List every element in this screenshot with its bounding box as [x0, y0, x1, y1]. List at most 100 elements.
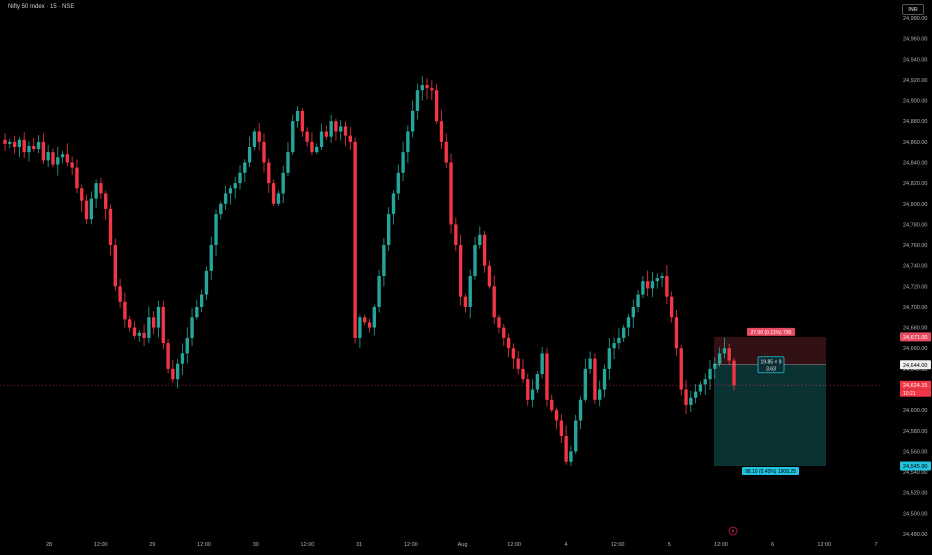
currency-button[interactable]: INR — [902, 4, 924, 15]
candle-body — [123, 301, 127, 320]
candle-body — [482, 234, 487, 266]
risk-reward-line-2: 3.63 — [766, 366, 776, 372]
candle-body — [108, 208, 113, 246]
candle — [713, 357, 717, 379]
x-tick-label: 12:00 — [714, 542, 728, 548]
y-tick-label: 24,920.00 — [903, 78, 927, 84]
candle-body — [703, 379, 707, 385]
candle-body — [75, 167, 79, 189]
x-tick-label: 12:00 — [197, 542, 211, 548]
candle-body — [693, 391, 698, 398]
candle — [243, 159, 247, 183]
candle — [674, 310, 679, 356]
lightning-icon[interactable] — [728, 526, 738, 536]
candle-body — [468, 276, 472, 307]
candle-body — [142, 332, 146, 338]
candle-body — [113, 245, 117, 287]
candle-body — [444, 141, 448, 163]
y-tick-label: 24,540.00 — [903, 470, 927, 476]
candle-body — [128, 319, 132, 328]
candle — [497, 314, 501, 334]
candle-body — [607, 348, 611, 369]
y-axis-panel[interactable] — [880, 0, 932, 550]
candle-body — [689, 397, 693, 405]
candle — [41, 133, 46, 164]
candle-body — [70, 162, 74, 168]
x-tick-label: 6 — [771, 542, 774, 548]
candle — [482, 230, 487, 273]
candle — [578, 396, 583, 430]
candle — [468, 269, 472, 319]
candle-body — [243, 162, 247, 173]
candle-body — [80, 188, 84, 201]
candle — [56, 146, 60, 176]
candle-body — [713, 363, 717, 369]
candle-body — [530, 389, 535, 400]
stop-price-badge-text: 24,671.00 — [903, 335, 927, 341]
candle-body — [626, 317, 631, 328]
candle-body — [104, 193, 108, 209]
candle — [401, 141, 405, 182]
x-tick-label: 12:00 — [301, 542, 315, 548]
target-price-badge-text: 24,545.90 — [903, 464, 927, 470]
candle — [602, 364, 607, 398]
candle — [617, 328, 621, 349]
y-tick-label: 24,820.00 — [903, 181, 927, 187]
candle-body — [27, 145, 31, 153]
candle — [358, 314, 362, 349]
candle — [425, 77, 429, 100]
candle-body — [199, 294, 204, 307]
candle-body — [329, 121, 333, 137]
x-axis-panel[interactable] — [0, 538, 880, 550]
candle-body — [506, 337, 511, 349]
target-label-badge[interactable]: 98.10 (0.40%) 1908.25 — [742, 466, 799, 475]
candle-body — [195, 306, 199, 318]
candle-body — [209, 245, 213, 271]
candle — [391, 190, 396, 225]
candle — [132, 321, 137, 339]
candle-body — [396, 172, 400, 194]
x-tick-label: 12:00 — [611, 542, 625, 548]
candle — [420, 75, 424, 101]
candle — [99, 177, 103, 199]
candle-body — [118, 286, 122, 302]
candle-body — [99, 183, 103, 194]
candle — [128, 316, 132, 332]
candle-body — [363, 317, 367, 323]
candle-body — [161, 306, 165, 344]
candle — [171, 359, 175, 383]
x-tick-label: 12:00 — [507, 542, 521, 548]
candle-body — [439, 121, 444, 142]
candle-body — [708, 368, 712, 380]
last-price-badge-bg — [900, 380, 931, 390]
candle-body — [564, 435, 568, 462]
candle-body — [348, 135, 352, 142]
take-profit-zone[interactable] — [714, 364, 826, 466]
candle-body — [295, 110, 300, 122]
y-tick-label: 24,960.00 — [903, 37, 927, 43]
candle — [12, 135, 17, 154]
candle-body — [732, 360, 736, 386]
candle-body — [84, 200, 89, 220]
y-tick-label: 24,760.00 — [903, 243, 927, 249]
candle-body — [214, 214, 218, 246]
candle — [387, 207, 391, 252]
candle — [17, 136, 22, 158]
candle — [228, 185, 233, 205]
candle-body — [410, 110, 415, 132]
countdown-text: 10:21 — [903, 391, 916, 397]
candle — [444, 133, 448, 169]
candle — [550, 394, 554, 413]
candle — [199, 289, 204, 313]
candle — [650, 271, 655, 298]
x-tick-label: 5 — [668, 542, 671, 548]
candle-body — [276, 193, 281, 204]
candle — [598, 380, 602, 407]
target-label-text: 98.10 (0.40%) 1908.25 — [745, 469, 796, 475]
candle — [434, 84, 439, 124]
risk-reward-badge[interactable]: 19.85 × 93.63 — [757, 356, 785, 374]
stop-label-badge[interactable]: 27.00 (0.11%) 790 — [747, 327, 795, 336]
candle — [276, 190, 281, 207]
